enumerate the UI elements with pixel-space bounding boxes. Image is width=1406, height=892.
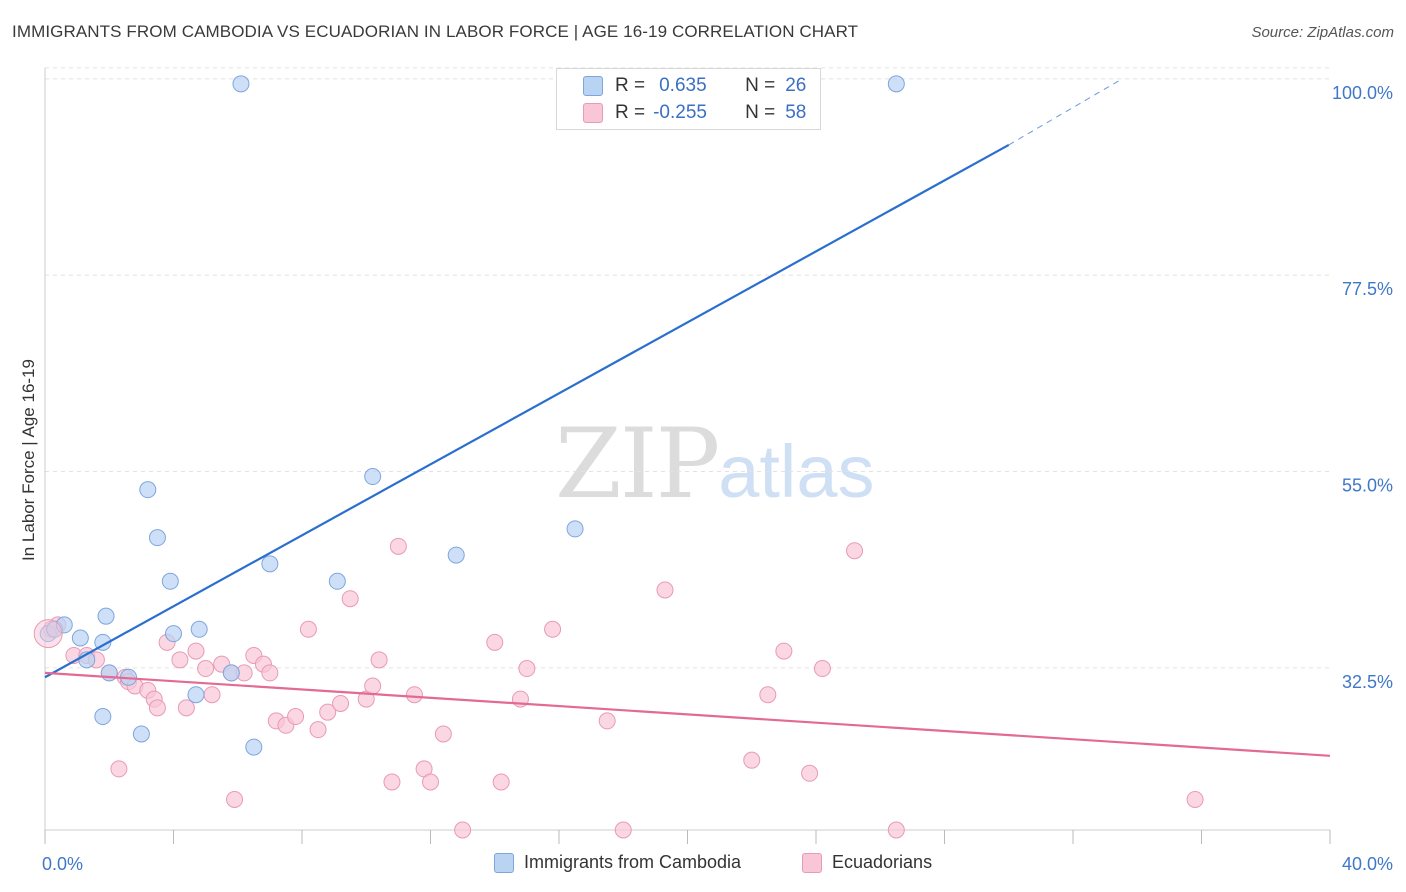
ecuadorian-point (1186, 790, 1204, 808)
ecuadorian-r-value: -0.255 (653, 102, 707, 123)
ecuadorian-point (171, 651, 189, 669)
cambodia-r-value: 0.635 (659, 75, 707, 96)
cambodia-n-value: 26 (785, 75, 807, 96)
cambodia-point (132, 725, 150, 743)
stats-row-ecuadorian: R = -0.255 N = 58 (583, 100, 806, 126)
cambodia-point (71, 629, 89, 647)
ecuadorian-point (492, 773, 510, 791)
ecuadorian-point (110, 760, 128, 778)
cambodia-swatch (583, 76, 603, 96)
ecuadorian-point (332, 694, 350, 712)
cambodia-point (232, 75, 250, 93)
n-label: N = (745, 102, 776, 123)
ecuadorian-point (341, 590, 359, 608)
ecuadorian-cluster-point (33, 619, 63, 649)
ecuadorian-point (287, 708, 305, 726)
cambodia-point (187, 686, 205, 704)
cambodia-point (165, 625, 182, 643)
legend-swatch-cambodia (494, 852, 514, 873)
ecuadorian-point (759, 686, 777, 704)
legend-item-cambodia[interactable]: Immigrants from Cambodia (494, 852, 741, 873)
ecuadorian-point (518, 660, 536, 678)
ecuadorian-point (389, 537, 407, 555)
r-label: R = (615, 75, 646, 96)
legend-swatch-ecuadorians (802, 852, 822, 873)
ecuadorian-point (187, 642, 205, 660)
cambodia-point (222, 664, 240, 682)
ecuadorian-point (319, 703, 337, 721)
cambodia-point (148, 529, 166, 547)
ecuadorian-point (486, 633, 504, 651)
cambodia-point (161, 572, 179, 590)
y-tick-label: 100.0% (1332, 83, 1393, 103)
ecuadorian-point (775, 642, 793, 660)
legend-label-ecuadorians: Ecuadorians (832, 852, 933, 872)
cambodia-point (245, 738, 263, 756)
cambodia-point (261, 555, 279, 573)
ecuadorian-point (614, 821, 632, 839)
ecuadorian-point (887, 821, 905, 839)
ecuadorian-point (544, 620, 562, 638)
ecuadorian-point (383, 773, 401, 791)
cambodia-point (190, 620, 208, 638)
chart-title: IMMIGRANTS FROM CAMBODIA VS ECUADORIAN I… (12, 22, 859, 41)
cambodia-point (447, 546, 465, 564)
ecuadorian-point (226, 790, 244, 808)
y-tick-label: 32.5% (1342, 672, 1393, 692)
ecuadorian-point (846, 542, 864, 560)
ecuadorian-point (656, 581, 674, 599)
ecuadorian-point (598, 712, 616, 730)
ecuadorian-point (801, 764, 819, 782)
ecuadorian-point (434, 725, 452, 743)
cambodia-point (887, 75, 905, 93)
ecuadorian-point (405, 686, 423, 704)
stats-row-cambodia: R = 0.635 N = 26 (583, 73, 806, 99)
legend-label-cambodia: Immigrants from Cambodia (524, 852, 742, 872)
ecuadorian-n-value: 58 (785, 102, 807, 123)
r-label: R = (615, 102, 646, 123)
ecuadorian-point (422, 773, 439, 791)
cambodia-point (139, 481, 157, 499)
cambodia-point (566, 520, 584, 538)
x-tick-label-min: 0.0% (42, 854, 83, 874)
n-label: N = (745, 75, 776, 96)
legend-item-ecuadorians[interactable]: Ecuadorians (802, 852, 932, 873)
ecuadorian-point (309, 721, 327, 739)
ecuadorian-point (299, 620, 317, 638)
ecuadorian-point (364, 677, 382, 695)
ecuadorian-point (197, 660, 215, 678)
ecuadorian-trendline (44, 671, 1331, 757)
ecuadorian-point (370, 651, 388, 669)
ecuadorian-point (148, 699, 166, 717)
y-axis-label: In Labor Force | Age 16-19 (19, 359, 38, 561)
cambodia-trendline (44, 143, 1010, 679)
cambodia-point (97, 607, 115, 625)
x-tick-label-max: 40.0% (1342, 854, 1393, 874)
ecuadorian-point (743, 751, 761, 769)
source-label: Source: ZipAtlas.com (1251, 24, 1394, 41)
ecuadorian-point (813, 660, 831, 678)
ecuadorian-point (177, 699, 195, 717)
bottom-legend: Immigrants from Cambodia Ecuadorians (0, 852, 1406, 878)
cambodia-point (364, 468, 382, 486)
cambodia-point (94, 708, 112, 726)
ecuadorian-point (454, 821, 472, 839)
cambodia-point (328, 572, 346, 590)
cambodia-trendline-extension (1008, 79, 1122, 146)
ecuadorian-point (203, 686, 221, 704)
y-tick-label: 55.0% (1342, 476, 1393, 496)
stats-legend-box: R = 0.635 N = 26 R = -0.255 N = 58 (556, 68, 821, 130)
ecuadorian-point (261, 664, 279, 682)
ecuadorian-swatch (583, 103, 603, 123)
y-tick-label: 77.5% (1342, 279, 1393, 299)
